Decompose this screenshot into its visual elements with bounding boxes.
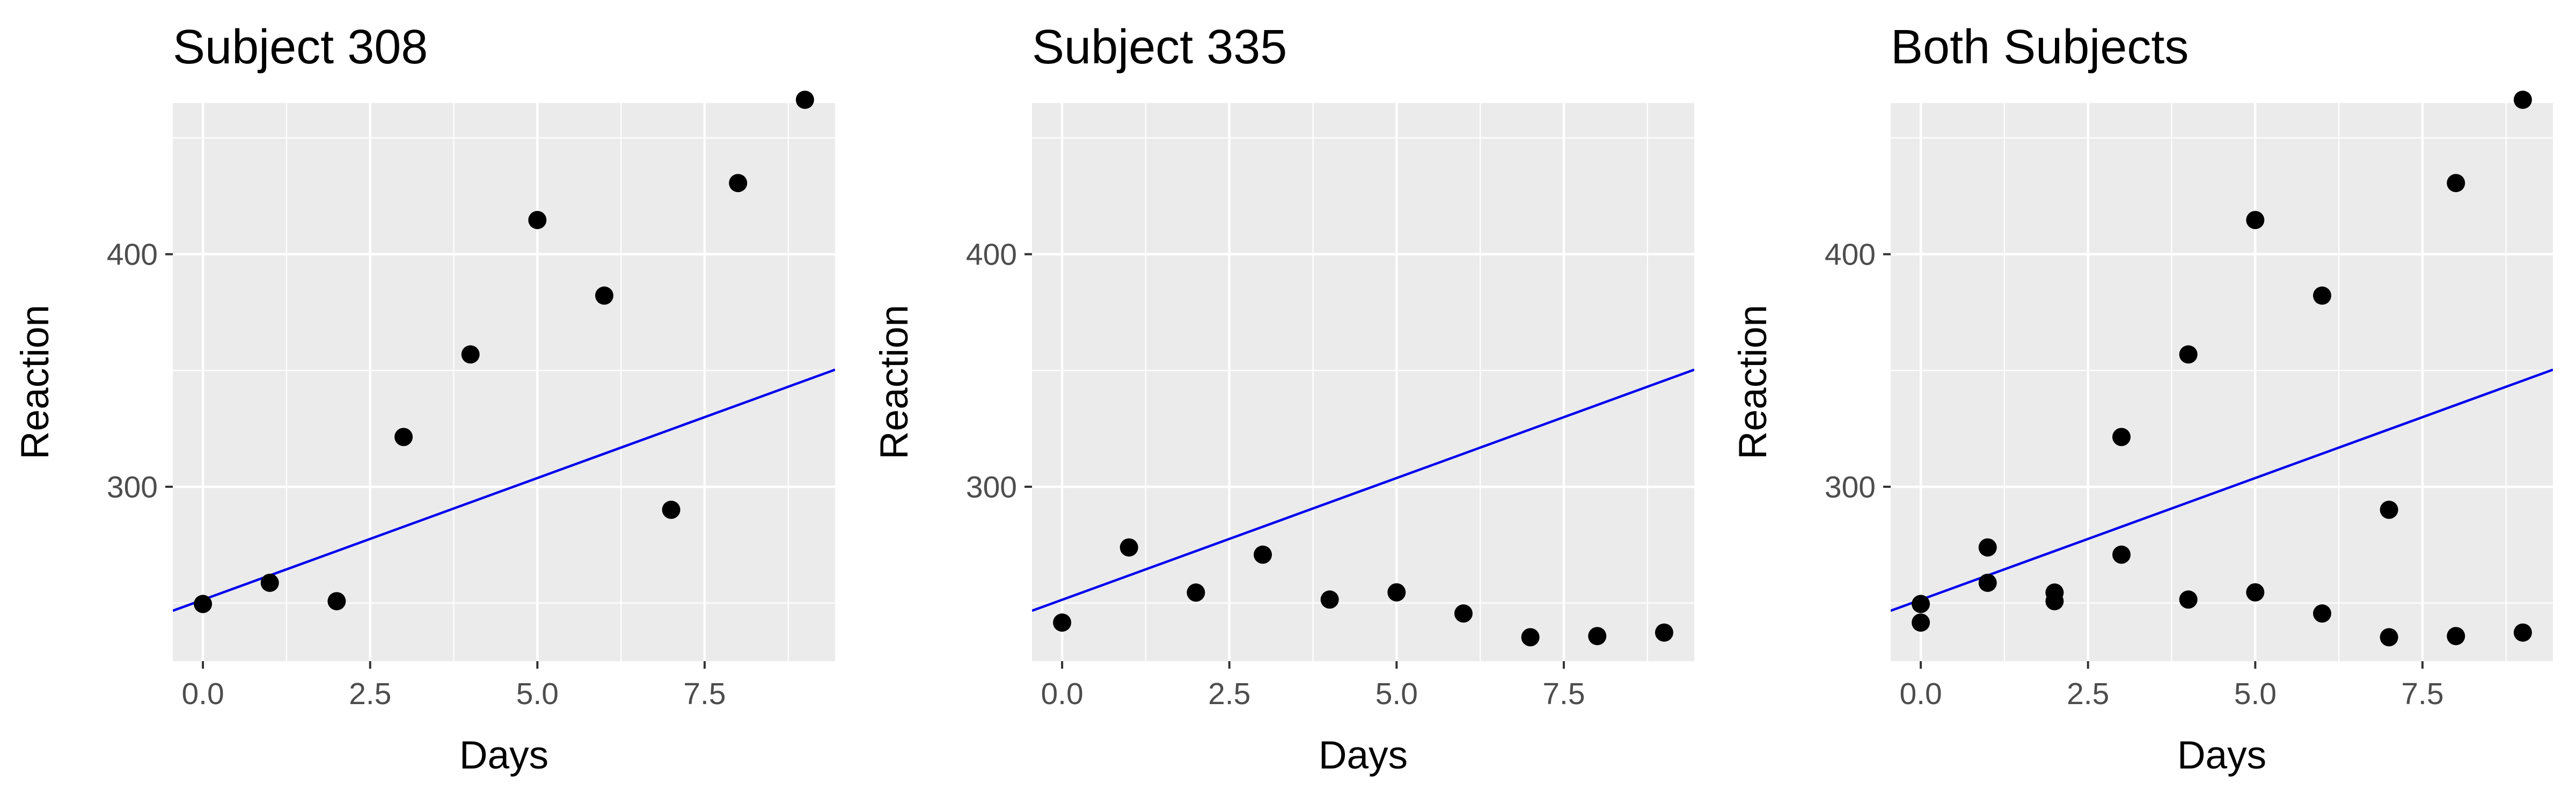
- x-tick-label: 0.0: [1899, 677, 1942, 711]
- y-axis-label: Reaction: [873, 305, 916, 459]
- y-tick-label: 300: [1825, 470, 1876, 504]
- data-point: [2312, 286, 2331, 305]
- plot-background: [1891, 103, 2553, 661]
- data-point: [595, 286, 613, 305]
- data-point: [1254, 545, 1272, 564]
- x-tick-label: 5.0: [2234, 677, 2277, 711]
- regression-line: [1891, 368, 2553, 612]
- x-tick-label: 5.0: [516, 677, 559, 711]
- data-point: [1978, 573, 1997, 592]
- chart-title: Subject 308: [173, 20, 428, 74]
- x-tick-label: 2.5: [2067, 677, 2109, 711]
- data-point: [2246, 583, 2265, 602]
- x-tick-label: 7.5: [683, 677, 726, 711]
- regression-line: [173, 368, 835, 612]
- x-tick-label: 7.5: [2401, 677, 2443, 711]
- data-point: [1187, 583, 1205, 602]
- y-tick-label: 300: [966, 470, 1017, 504]
- data-point: [1387, 583, 1406, 602]
- data-point: [729, 174, 748, 193]
- y-tick-label: 400: [107, 238, 158, 272]
- data-point: [2246, 210, 2265, 229]
- x-tick-label: 2.5: [1208, 677, 1250, 711]
- data-point: [394, 428, 413, 447]
- data-point: [2447, 627, 2465, 646]
- data-point: [2447, 174, 2465, 193]
- y-tick-label: 400: [966, 238, 1017, 272]
- data-point: [2380, 628, 2398, 647]
- data-point: [194, 595, 213, 613]
- chart-panel-2: 0.0 2.5 5.0 7.5 300 400 Days Reaction Subject 33…: [873, 20, 1694, 777]
- data-point: [1053, 613, 1072, 632]
- data-point: [1588, 627, 1607, 646]
- data-point: [327, 592, 346, 611]
- data-point: [2513, 90, 2532, 109]
- data-point: [528, 210, 547, 229]
- plot-background: [173, 103, 835, 661]
- chart-title: Subject 335: [1032, 20, 1287, 74]
- data-point: [1119, 538, 1138, 557]
- data-point: [662, 500, 680, 519]
- data-point: [1454, 604, 1473, 623]
- y-axis-label: Reaction: [13, 305, 57, 459]
- chart-title: Both Subjects: [1891, 20, 2189, 74]
- data-point: [1320, 590, 1339, 609]
- plot-background: [1032, 103, 1694, 661]
- data-point: [2179, 345, 2198, 364]
- data-point: [795, 90, 814, 109]
- data-point: [260, 573, 279, 592]
- data-point: [2045, 583, 2064, 602]
- data-point: [2112, 428, 2131, 447]
- x-axis-label: Days: [459, 734, 548, 777]
- data-point: [1912, 595, 1930, 613]
- x-tick-label: 7.5: [1542, 677, 1585, 711]
- y-tick-label: 400: [1825, 238, 1876, 272]
- data-point: [2312, 604, 2331, 623]
- data-point: [1978, 538, 1997, 557]
- x-tick-label: 5.0: [1375, 677, 1418, 711]
- chart-panel-1: 0.0 2.5 5.0 7.5 300 400 Days Reaction Subject 30…: [13, 20, 835, 777]
- x-tick-label: 2.5: [349, 677, 391, 711]
- chart-panel-3: 0.0 2.5 5.0 7.5 300 400 Days Reaction Both Subje…: [1731, 20, 2553, 777]
- y-tick-label: 300: [107, 470, 158, 504]
- data-point: [1655, 623, 1673, 642]
- x-tick-label: 0.0: [181, 677, 224, 711]
- data-point: [461, 345, 480, 364]
- x-tick-label: 0.0: [1041, 677, 1083, 711]
- data-point: [2112, 545, 2131, 564]
- x-axis-label: Days: [2177, 734, 2266, 777]
- data-point: [1912, 613, 1930, 632]
- data-point: [2380, 500, 2398, 519]
- y-axis-label: Reaction: [1731, 305, 1775, 459]
- data-point: [2513, 623, 2532, 642]
- data-point: [2179, 590, 2198, 609]
- regression-line: [1032, 368, 1694, 612]
- x-axis-label: Days: [1319, 734, 1408, 777]
- data-point: [1521, 628, 1540, 647]
